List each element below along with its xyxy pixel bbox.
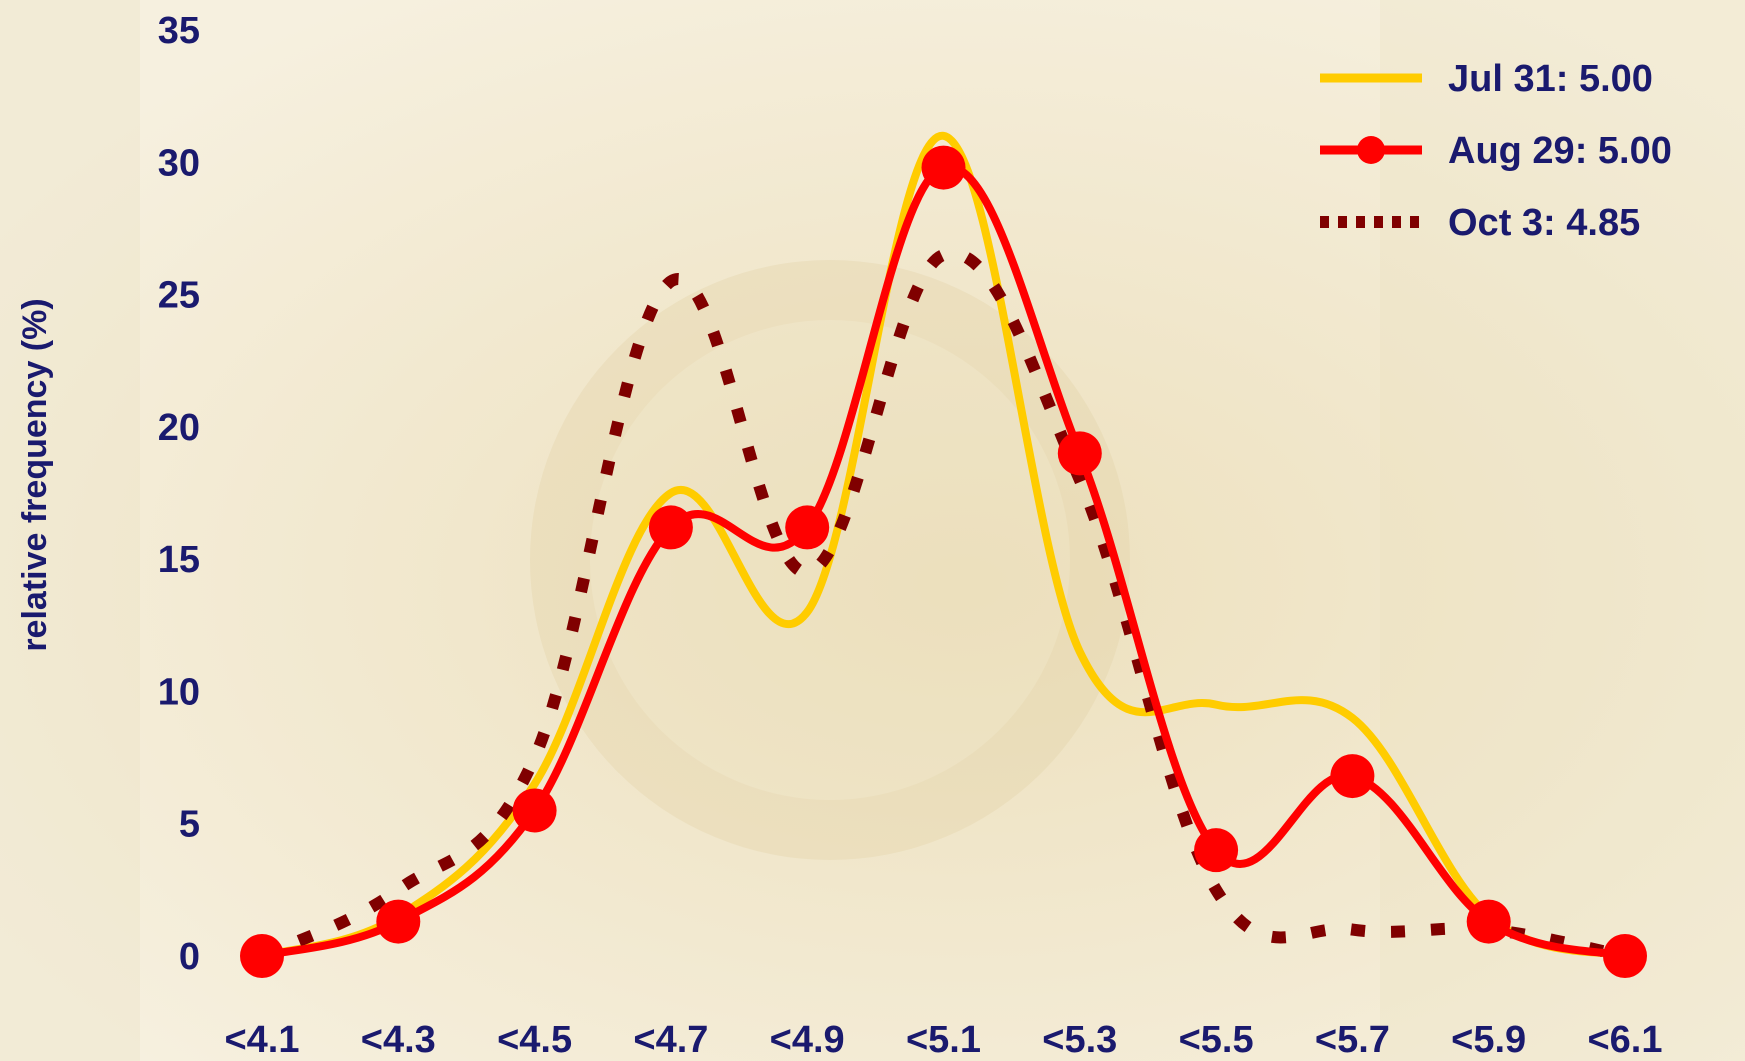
series-line-2 <box>259 247 1627 962</box>
x-tick-label: <4.7 <box>633 1019 708 1061</box>
data-point-marker <box>1057 431 1102 476</box>
data-point-marker <box>1466 899 1511 944</box>
x-tick-label: <4.9 <box>770 1019 845 1061</box>
y-tick-label: 35 <box>158 10 200 52</box>
data-point-marker <box>648 505 693 550</box>
x-tick-label: <4.1 <box>224 1019 299 1061</box>
data-point-marker <box>240 934 284 978</box>
series-lines <box>240 131 1647 978</box>
y-tick-label: 5 <box>179 804 200 846</box>
x-tick-label: <6.1 <box>1587 1019 1662 1061</box>
y-tick-label: 15 <box>158 539 200 581</box>
data-point-marker <box>1194 828 1239 873</box>
x-tick-label: <5.5 <box>1179 1019 1254 1061</box>
legend-label-0: Jul 31: 5.00 <box>1448 58 1653 100</box>
data-point-marker <box>1603 934 1647 978</box>
y-tick-label: 0 <box>179 936 200 978</box>
x-tick-label: <5.7 <box>1315 1019 1390 1061</box>
data-point-marker <box>785 505 830 550</box>
x-tick-label: <5.3 <box>1042 1019 1117 1061</box>
series-line-0 <box>258 131 1629 960</box>
x-tick-label: <4.5 <box>497 1019 572 1061</box>
legend-label-2: Oct 3: 4.85 <box>1448 202 1640 244</box>
x-tick-label: <5.9 <box>1451 1019 1526 1061</box>
legend-label-1: Aug 29: 5.00 <box>1448 130 1672 172</box>
y-axis-title: relative frequency (%) <box>16 298 54 651</box>
data-point-marker <box>921 145 966 190</box>
y-tick-label: 20 <box>158 407 200 449</box>
y-tick-label: 25 <box>158 275 200 317</box>
data-point-marker <box>512 788 557 833</box>
y-tick-label: 10 <box>158 671 200 713</box>
data-point-marker <box>1330 754 1375 799</box>
x-axis-ticks: <4.1 <4.3 <4.5 <4.7 <4.9 <5.1 <5.3 <5.5 <5.7 <5.9… <box>224 1019 1662 1061</box>
x-tick-label: <5.1 <box>906 1019 981 1061</box>
legend-marker <box>1357 136 1385 164</box>
legend: Jul 31: 5.00 Aug 29: 5.00 Oct 3: 4.85 <box>1320 58 1672 244</box>
data-point-marker <box>376 899 421 944</box>
x-tick-label: <4.3 <box>361 1019 436 1061</box>
y-axis-ticks: 0 5 10 15 20 25 30 35 <box>158 10 200 978</box>
y-tick-label: 30 <box>158 142 200 184</box>
